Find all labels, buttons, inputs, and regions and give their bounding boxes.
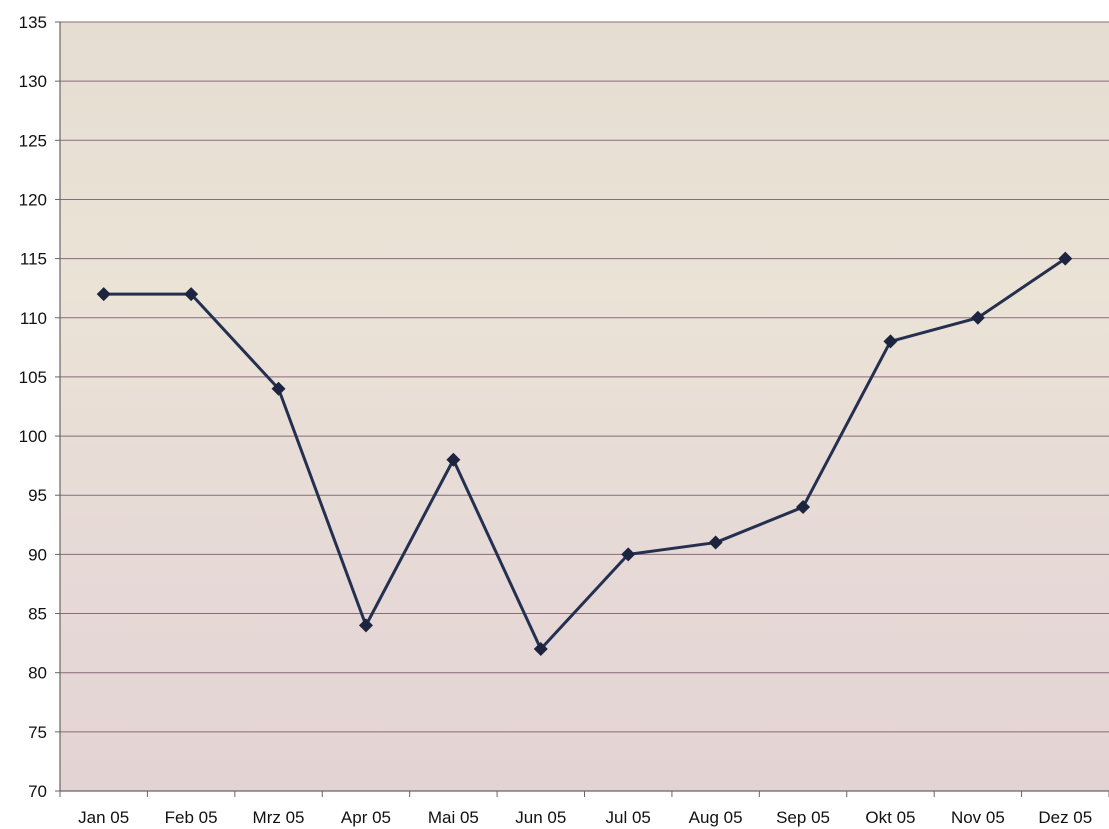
x-tick-label: Sep 05 — [776, 808, 830, 827]
data-point — [1058, 251, 1073, 266]
y-tick-label: 135 — [19, 13, 47, 32]
y-tick-label: 115 — [20, 250, 47, 269]
series-line — [103, 257, 1067, 651]
x-tick-label: Jan 05 — [78, 808, 129, 827]
axes — [55, 21, 1109, 797]
data-point — [358, 618, 373, 633]
y-tick-label: 80 — [28, 664, 47, 683]
y-tick-label: 100 — [19, 427, 47, 446]
data-point — [446, 452, 461, 467]
data-point — [96, 287, 111, 302]
data-point — [970, 310, 985, 325]
y-tick-label: 90 — [28, 545, 47, 564]
y-tick-label: 110 — [20, 309, 47, 328]
x-tick-labels: Jan 05 Feb 05 Mrz 05 Apr 05 Mai 05 Jun 05 Jul … — [78, 808, 1092, 827]
x-tick-label: Aug 05 — [689, 808, 743, 827]
data-point — [796, 500, 811, 515]
data-series — [96, 251, 1073, 657]
data-point — [621, 547, 636, 562]
data-point — [883, 334, 898, 349]
y-tick-label: 70 — [28, 782, 47, 801]
x-tick-label: Feb 05 — [165, 808, 218, 827]
y-tick-label: 130 — [19, 72, 47, 91]
y-tick-label: 75 — [28, 723, 47, 742]
x-tick-label: Jun 05 — [515, 808, 566, 827]
x-tick-label: Dez 05 — [1038, 808, 1092, 827]
gridlines — [60, 21, 1109, 733]
x-tick-label: Nov 05 — [951, 808, 1005, 827]
x-tick-label: Jul 05 — [606, 808, 651, 827]
data-point — [271, 381, 286, 396]
x-tick-label: Okt 05 — [865, 808, 915, 827]
data-point — [184, 287, 199, 302]
plot-area — [60, 22, 1109, 791]
y-tick-label: 105 — [19, 368, 47, 387]
y-tick-labels: 70 75 80 85 90 95 100 105 110 115 120 125 130 135 — [19, 13, 47, 801]
y-tick-label: 85 — [28, 605, 47, 624]
y-tick-label: 120 — [19, 190, 47, 209]
data-point — [533, 642, 548, 657]
y-tick-label: 95 — [28, 486, 47, 505]
x-tick-label: Mrz 05 — [253, 808, 305, 827]
data-point — [708, 535, 723, 550]
x-tick-label: Mai 05 — [428, 808, 479, 827]
x-tick-label: Apr 05 — [341, 808, 391, 827]
y-tick-label: 125 — [19, 131, 47, 150]
